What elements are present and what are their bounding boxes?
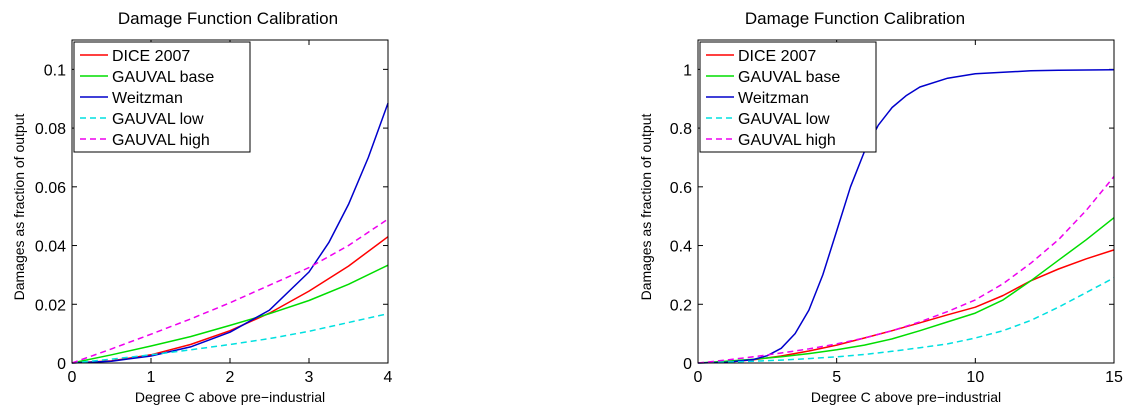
left-x-tick-label: 3 — [305, 369, 314, 386]
left-chart-panel: Damage Function Calibration Degree C abo… — [11, 9, 393, 405]
right-legend: DICE 2007 GAUVAL base Weitzman GAUVAL low GA… — [699, 41, 877, 153]
right-series-line-gauval-low — [697, 277, 1115, 364]
left-series-line-gauval-base — [71, 264, 389, 364]
right-y-axis-label: Damages as fraction of output — [638, 114, 654, 301]
left-y-tick-label: 0 — [57, 356, 66, 373]
left-series-line-gauval-low — [71, 312, 389, 364]
right-ticks: 0 5 10 15 0 0.2 0.4 0.6 0.8 1 — [670, 40, 1123, 386]
left-x-tick-label: 1 — [147, 369, 156, 386]
left-x-tick-label: 2 — [226, 369, 235, 386]
right-x-tick-label: 10 — [966, 369, 984, 386]
left-y-tick-label: 0.06 — [35, 180, 66, 197]
right-y-tick-label: 0 — [683, 356, 692, 373]
left-legend-label-gauval-low: GAUVAL low — [112, 111, 204, 128]
right-legend-label-gauval-low: GAUVAL low — [738, 111, 830, 128]
left-series-line-weitzman — [71, 102, 389, 364]
right-x-axis-label: Degree C above pre−industrial — [811, 389, 1001, 405]
left-x-tick-label: 4 — [384, 369, 393, 386]
left-legend-label-gauval-high: GAUVAL high — [112, 132, 210, 149]
right-y-tick-label: 0.4 — [670, 239, 692, 256]
right-y-tick-label: 1 — [683, 62, 692, 79]
left-series-lines — [71, 102, 389, 364]
left-legend-label-dice-2007: DICE 2007 — [112, 48, 190, 65]
right-plot-frame — [697, 39, 1115, 364]
left-y-axis-label: Damages as fraction of output — [11, 114, 27, 301]
left-legend: DICE 2007 GAUVAL base Weitzman GAUVAL low GA… — [73, 41, 251, 153]
left-y-tick-label: 0.02 — [35, 297, 66, 314]
right-chart-panel: Damage Function Calibration Degree C abo… — [638, 9, 1123, 405]
left-series-line-dice-2007 — [71, 236, 389, 364]
left-y-tick-label: 0.08 — [35, 121, 66, 138]
right-chart-title: Damage Function Calibration — [745, 9, 965, 28]
left-chart-title: Damage Function Calibration — [118, 9, 338, 28]
right-legend-label-gauval-high: GAUVAL high — [738, 132, 836, 149]
left-series-line-gauval-high — [71, 218, 389, 364]
left-y-tick-label: 0.04 — [35, 239, 66, 256]
right-y-tick-label: 0.2 — [670, 297, 692, 314]
right-y-tick-label: 0.6 — [670, 180, 692, 197]
right-series-line-gauval-base — [697, 217, 1115, 364]
right-legend-label-dice-2007: DICE 2007 — [738, 48, 816, 65]
left-x-tick-label: 0 — [68, 369, 77, 386]
left-x-axis-label: Degree C above pre−industrial — [135, 389, 325, 405]
right-legend-label-weitzman: Weitzman — [738, 90, 809, 107]
left-legend-label-gauval-base: GAUVAL base — [112, 69, 214, 86]
right-series-line-gauval-high — [697, 176, 1115, 364]
right-x-tick-label: 15 — [1105, 369, 1123, 386]
right-x-tick-label: 5 — [832, 369, 841, 386]
left-y-tick-label: 0.1 — [44, 62, 66, 79]
right-legend-label-gauval-base: GAUVAL base — [738, 69, 840, 86]
right-series-line-dice-2007 — [697, 249, 1115, 364]
left-plot-frame — [71, 39, 389, 364]
left-legend-label-weitzman: Weitzman — [112, 90, 183, 107]
right-y-tick-label: 0.8 — [670, 121, 692, 138]
right-x-tick-label: 0 — [694, 369, 703, 386]
